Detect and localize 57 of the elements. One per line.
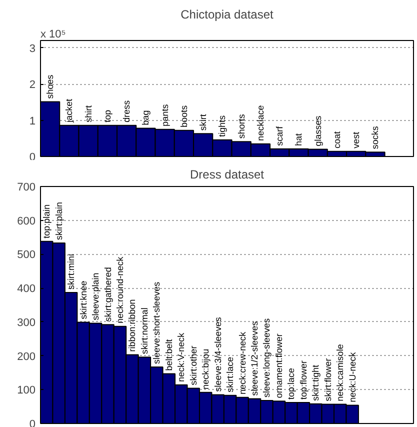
category-label: skirt:tight: [310, 364, 321, 401]
category-label: ribbon:ribbon: [127, 299, 138, 352]
category-label: shirt: [83, 105, 94, 122]
category-label: neck:bijou: [200, 348, 211, 390]
y-tick-label: 600: [17, 215, 36, 228]
category-label: skirt:normal: [139, 308, 150, 354]
category-label: sleeve:plain: [90, 272, 101, 320]
category-label: skirt:lace: [225, 356, 236, 392]
category-label: neck:U-neck: [347, 352, 358, 402]
category-label: top:flower: [298, 360, 308, 400]
category-label: jacket: [64, 98, 74, 122]
category-label: boots: [178, 105, 189, 128]
category-label: vest: [351, 132, 362, 148]
category-label: shoes: [45, 74, 56, 99]
chart-title: Chictopia dataset: [180, 8, 274, 22]
category-label: glasses: [312, 116, 323, 146]
category-label: top:lace: [286, 368, 296, 400]
category-label: skirt:gathered: [102, 267, 113, 322]
y-tick-label: 3: [29, 42, 36, 55]
category-label: neck:camisole: [335, 344, 346, 402]
category-label: skirt:plain: [54, 202, 64, 240]
category-label: neck:V-neck: [176, 332, 186, 382]
category-label: belt:belt: [164, 339, 174, 371]
category-label: bag: [140, 110, 151, 126]
y-tick-label: 500: [17, 249, 36, 262]
y-tick-label: 700: [17, 182, 36, 194]
category-label: sleeve:short-sleeves: [152, 282, 162, 364]
category-label: skirt:flower: [322, 358, 333, 402]
category-label: neck:round-neck: [114, 256, 125, 324]
category-label: coat: [332, 131, 342, 148]
category-label: hat: [294, 133, 304, 146]
chart-title: Dress dataset: [190, 168, 265, 182]
category-label: top:plain: [42, 204, 52, 238]
category-label: skirt: [198, 114, 208, 131]
y-tick-label: 1: [29, 115, 36, 128]
y-tick-label: 400: [17, 283, 36, 296]
category-label: top: [102, 110, 112, 122]
category-label: pants: [160, 104, 170, 126]
category-label: sleeve:long-sleeves: [262, 318, 272, 398]
y-tick-label: 200: [17, 350, 36, 363]
category-label: skirt:mini: [66, 254, 76, 290]
category-label: shorts: [236, 114, 246, 139]
category-label: sleeve:3/4-sleeves: [212, 317, 223, 392]
category-label: scarf: [274, 126, 285, 146]
y-tick-label: 2: [29, 79, 36, 91]
category-label: tights: [217, 115, 228, 137]
y-tick-label: 300: [17, 316, 36, 329]
category-label: socks: [370, 126, 380, 150]
text: x 10⁵: [40, 28, 66, 40]
y-tick-label: 100: [17, 384, 36, 397]
category-label: dress: [122, 100, 132, 122]
category-label: skirt:other: [188, 346, 198, 386]
category-label: sleeve:1/2-sleeves: [250, 321, 260, 396]
category-label: skirt:knee: [78, 280, 88, 320]
category-label: neck:crew-neck: [237, 332, 248, 394]
category-label: ornament:flower: [274, 334, 284, 398]
category-label: necklace: [255, 105, 266, 141]
